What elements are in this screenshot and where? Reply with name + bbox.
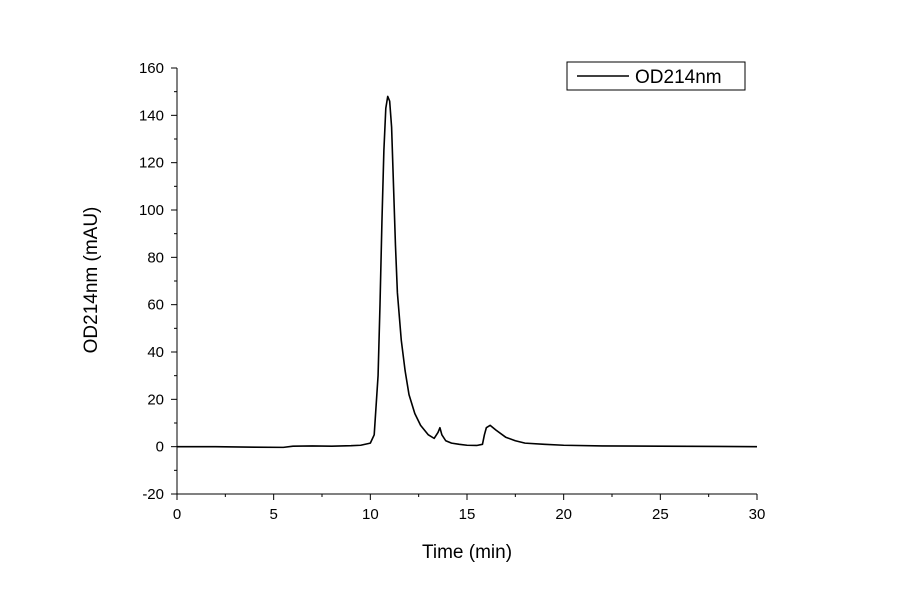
ticks bbox=[171, 67, 758, 500]
x-axis-title: Time (min) bbox=[422, 542, 512, 563]
x-tick-label: 15 bbox=[459, 506, 476, 523]
tick-labels: 0 5 10 15 20 25 30 -20 0 20 40 60 80 100 120 140 160 bbox=[139, 60, 765, 523]
x-tick-label: 5 bbox=[269, 506, 277, 523]
y-axis-title: OD214nm (mAU) bbox=[81, 207, 102, 354]
y-tick-label: -20 bbox=[142, 486, 164, 503]
legend-label: OD214nm bbox=[635, 67, 722, 88]
y-tick-label: 160 bbox=[139, 60, 164, 77]
y-tick-label: 60 bbox=[147, 297, 164, 314]
series-line-od214nm bbox=[177, 95, 758, 449]
axes bbox=[176, 68, 757, 495]
y-tick-label: 80 bbox=[147, 249, 164, 266]
y-tick-label: 40 bbox=[147, 344, 164, 361]
y-tick-label: 0 bbox=[156, 439, 164, 456]
x-tick-label: 0 bbox=[173, 506, 181, 523]
x-tick-label: 25 bbox=[652, 506, 669, 523]
legend: OD214nm bbox=[566, 61, 746, 91]
y-tick-label: 20 bbox=[147, 391, 164, 408]
x-tick-label: 20 bbox=[555, 506, 572, 523]
y-tick-label: 120 bbox=[139, 155, 164, 172]
series-layer bbox=[177, 95, 758, 449]
y-tick-label: 140 bbox=[139, 107, 164, 124]
x-tick-label: 30 bbox=[749, 506, 766, 523]
y-tick-label: 100 bbox=[139, 202, 164, 219]
x-tick-label: 10 bbox=[362, 506, 379, 523]
